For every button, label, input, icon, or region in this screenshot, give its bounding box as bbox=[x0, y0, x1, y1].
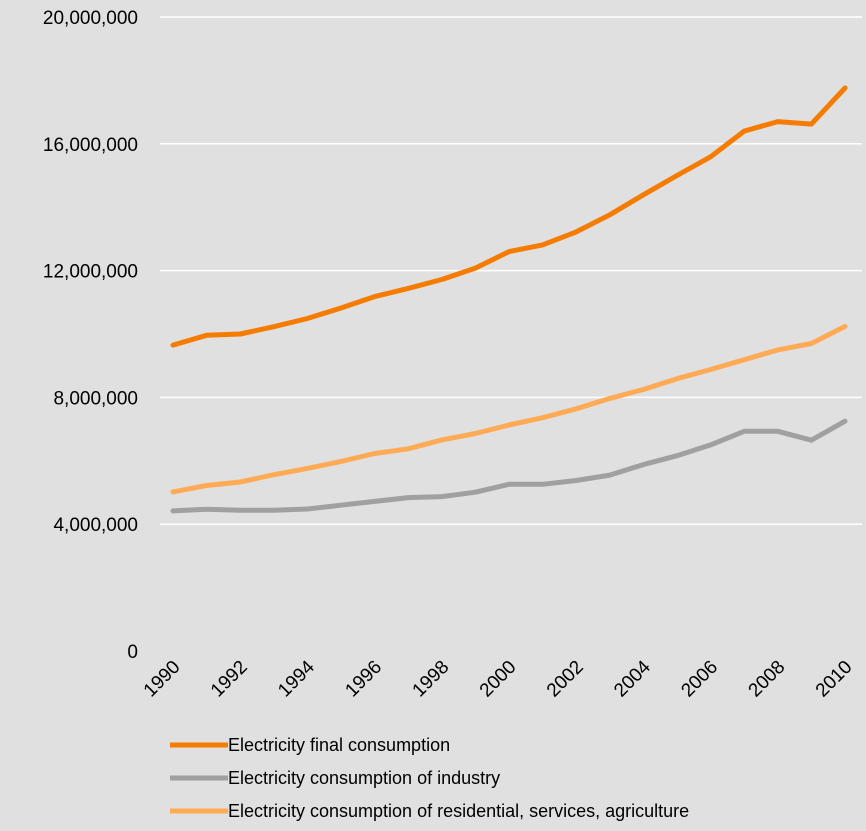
legend-label: Electricity consumption of industry bbox=[228, 768, 500, 788]
grid-lines bbox=[160, 16, 862, 525]
legend-item: Electricity consumption of residential, … bbox=[170, 801, 689, 821]
series-line-1 bbox=[170, 85, 848, 348]
series-lines bbox=[170, 85, 848, 514]
legend-item: Electricity consumption of industry bbox=[170, 768, 500, 788]
x-tick-label: 1992 bbox=[207, 657, 252, 702]
y-tick-label: 4,000,000 bbox=[53, 515, 138, 536]
x-tick-label: 2008 bbox=[745, 657, 790, 702]
x-tick-label: 2002 bbox=[543, 657, 588, 702]
x-tick-label: 2010 bbox=[812, 657, 857, 702]
legend: Electricity final consumption Electricity… bbox=[170, 735, 689, 821]
x-tick-label: 1998 bbox=[409, 657, 454, 702]
x-tick-label: 1996 bbox=[341, 657, 386, 702]
series-line-2 bbox=[170, 418, 848, 514]
y-axis-tick-labels: 0 4,000,000 8,000,000 12,000,000 16,000,000 2… bbox=[43, 8, 138, 663]
x-tick-label: 2004 bbox=[610, 656, 655, 701]
legend-item: Electricity final consumption bbox=[170, 735, 450, 755]
x-tick-label: 1994 bbox=[274, 656, 319, 701]
x-tick-label: 2000 bbox=[476, 657, 521, 702]
y-tick-label: 16,000,000 bbox=[43, 135, 138, 156]
x-tick-label: 1990 bbox=[140, 657, 185, 702]
legend-label: Electricity consumption of residential, … bbox=[228, 801, 689, 821]
legend-label: Electricity final consumption bbox=[228, 735, 450, 755]
y-tick-label: 20,000,000 bbox=[43, 8, 138, 29]
series-line-3 bbox=[170, 323, 848, 495]
x-axis-tick-labels: 1990 1992 1994 1996 1998 2000 2002 2004 2006 2008… bbox=[140, 656, 857, 701]
x-tick-label: 2006 bbox=[677, 657, 722, 702]
y-tick-label: 12,000,000 bbox=[43, 262, 138, 283]
y-tick-label: 0 bbox=[127, 642, 138, 663]
y-tick-label: 8,000,000 bbox=[53, 388, 138, 409]
